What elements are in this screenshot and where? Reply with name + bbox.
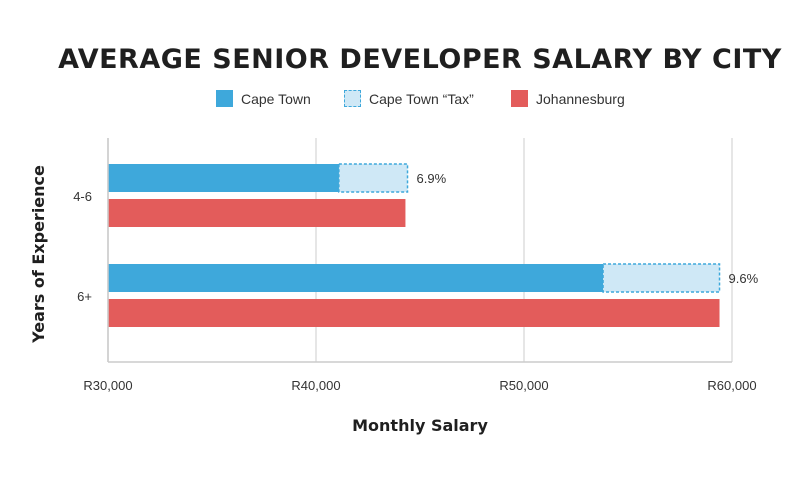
bar-cape-town-overlay — [108, 264, 604, 292]
x-tick-label: R40,000 — [291, 378, 340, 393]
chart-title: AVERAGE SENIOR DEVELOPER SALARY BY CITY — [58, 44, 782, 75]
y-axis-title: Years of Experience — [29, 165, 48, 344]
x-tick-label: R60,000 — [707, 378, 756, 393]
legend-swatch-cape-town-tax — [344, 90, 361, 107]
bar-johannesburg — [108, 299, 720, 327]
x-axis-title: Monthly Salary — [352, 416, 488, 435]
legend-label-cape-town-tax: Cape Town “Tax” — [369, 90, 474, 107]
legend: Cape Town Cape Town “Tax” Johannesburg — [0, 90, 800, 110]
legend-label-johannesburg: Johannesburg — [536, 90, 625, 107]
x-tick-label: R50,000 — [499, 378, 548, 393]
y-tick-label: 4-6 — [73, 189, 92, 204]
legend-swatch-johannesburg — [511, 90, 528, 107]
bar-cape-town-overlay — [108, 164, 339, 192]
tax-percent-label: 9.6% — [729, 271, 759, 286]
legend-item-johannesburg: Johannesburg — [511, 90, 625, 107]
bar-cape-town-tax — [602, 263, 721, 293]
x-tick-label: R30,000 — [83, 378, 132, 393]
bar-johannesburg — [108, 199, 406, 227]
legend-label-cape-town: Cape Town — [241, 90, 311, 107]
legend-item-cape-town: Cape Town — [216, 90, 311, 107]
tax-percent-label: 6.9% — [417, 171, 447, 186]
legend-item-cape-town-tax: Cape Town “Tax” — [344, 90, 474, 107]
y-tick-label: 6+ — [77, 289, 92, 304]
legend-swatch-cape-town — [216, 90, 233, 107]
bar-cape-town-tax — [338, 163, 409, 193]
